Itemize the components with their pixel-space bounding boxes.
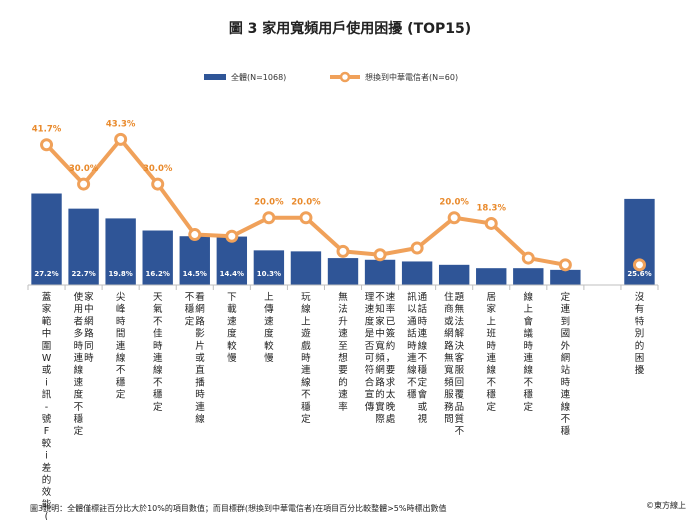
bar [68, 208, 99, 285]
line-series: 41.7% 30.0% 43.3% 30.0% 20.0% 20.0% 20.0% 18.3% [32, 119, 646, 272]
legend-line-label: 想換到中華電信者(N=60) [365, 72, 458, 82]
bar-series: 27.2% 22.7% 19.8% 16.2% 14.5% 14.4% 10.3% 25.6% [31, 193, 655, 285]
category-label: 住商或網路無寬頻服務問 [444, 291, 454, 425]
category-label: 線上會議時連線不穩定 [524, 291, 534, 413]
line-point [521, 251, 535, 265]
line-point [188, 228, 202, 242]
point-value-label: 18.3% [476, 203, 506, 213]
line-point [373, 248, 387, 262]
point-value-label: 20.0% [254, 198, 284, 208]
bar [179, 236, 210, 285]
bar [31, 193, 62, 285]
bar [253, 250, 285, 285]
line-point [336, 244, 350, 258]
legend-bar-label: 全體(N=1068) [231, 72, 286, 82]
line-point [484, 216, 498, 230]
bar-value-label: 25.6% [627, 270, 651, 278]
legend-bar-swatch [204, 74, 226, 80]
line-point [558, 258, 572, 272]
bar-value-label: 27.2% [34, 270, 58, 278]
point-value-label: 30.0% [69, 164, 99, 174]
bar [216, 236, 248, 285]
category-label: 沒有特別的困擾 [635, 291, 645, 376]
bar [142, 230, 173, 285]
bar [401, 261, 433, 285]
category-label: 上傳速度較慢 [264, 292, 274, 364]
line-point [299, 211, 313, 225]
line-point [447, 211, 461, 225]
bar-value-label: 10.3% [257, 270, 281, 278]
line-point [632, 258, 646, 272]
line-point [262, 211, 276, 225]
category-label: 家中網路同時 [84, 291, 94, 364]
bar-value-label: 14.5% [183, 270, 207, 278]
category-label: 題無法解決客服回覆品質不 [455, 292, 465, 437]
x-axis-ticks [27, 285, 659, 290]
bar [476, 268, 507, 285]
chart-title: 圖 3 家用寬頻用戶使用困擾 (TOP15) [229, 20, 471, 37]
category-label: 不知家中寬頻網路的實際 [375, 292, 385, 425]
category-label: 玩線上遊戲時連線不穩定 [301, 292, 311, 425]
bar-value-label: 19.8% [108, 270, 132, 278]
line-point [151, 177, 165, 191]
bar [290, 251, 322, 285]
category-label: 下載速度較慢 [227, 292, 237, 364]
point-value-label: 43.3% [106, 119, 136, 129]
point-value-label: 41.7% [32, 125, 62, 135]
category-label: 無法升速至想要的速率 [338, 291, 348, 413]
category-label: 尖峰時間連線不穩定 [116, 291, 126, 401]
line-point [77, 177, 91, 191]
bar [105, 218, 136, 285]
category-label: 訊以通話時連線不穩 [407, 291, 417, 401]
bar [438, 264, 470, 285]
category-label: 理速度是否可符合宣傳 [365, 292, 375, 413]
category-label: 速率已簽約，要求太晚處 [386, 292, 396, 425]
legend: 全體(N=1068) 想換到中華電信者(N=60) [204, 71, 458, 83]
line-point [410, 241, 424, 255]
line-point [114, 132, 128, 146]
bar-value-label: 14.4% [220, 270, 244, 278]
point-value-label: 20.0% [291, 198, 321, 208]
point-value-label: 30.0% [143, 164, 173, 174]
bar [513, 268, 544, 285]
bar [364, 259, 396, 285]
bar [327, 258, 359, 285]
category-label: 不穩定 [185, 292, 195, 327]
line-point [225, 229, 239, 243]
footnote: 圖3說明：全體僅標註百分比大於10%的項目數值；而目標群(想換到中華電信者)在項… [30, 503, 447, 513]
bar-value-label: 16.2% [146, 270, 170, 278]
category-label: 使用者多時連線速度不穩定 [74, 291, 84, 437]
category-label: 通話時連線不穩定會或視 [418, 292, 428, 425]
bar [550, 269, 581, 285]
category-label: 看網路影片或直播時連線 [195, 291, 205, 425]
category-label: 天氣不佳時連線不穩定 [153, 292, 163, 413]
bar-value-label: 22.7% [71, 270, 95, 278]
category-label: 定連到國外網站時連線不穩 [561, 291, 571, 437]
point-value-label: 20.0% [439, 198, 469, 208]
source-credit: ©東方線上 [646, 500, 686, 510]
legend-line-marker [339, 71, 351, 83]
line-point [40, 138, 54, 152]
category-label: 居家上班時連線不穩定 [486, 292, 496, 413]
